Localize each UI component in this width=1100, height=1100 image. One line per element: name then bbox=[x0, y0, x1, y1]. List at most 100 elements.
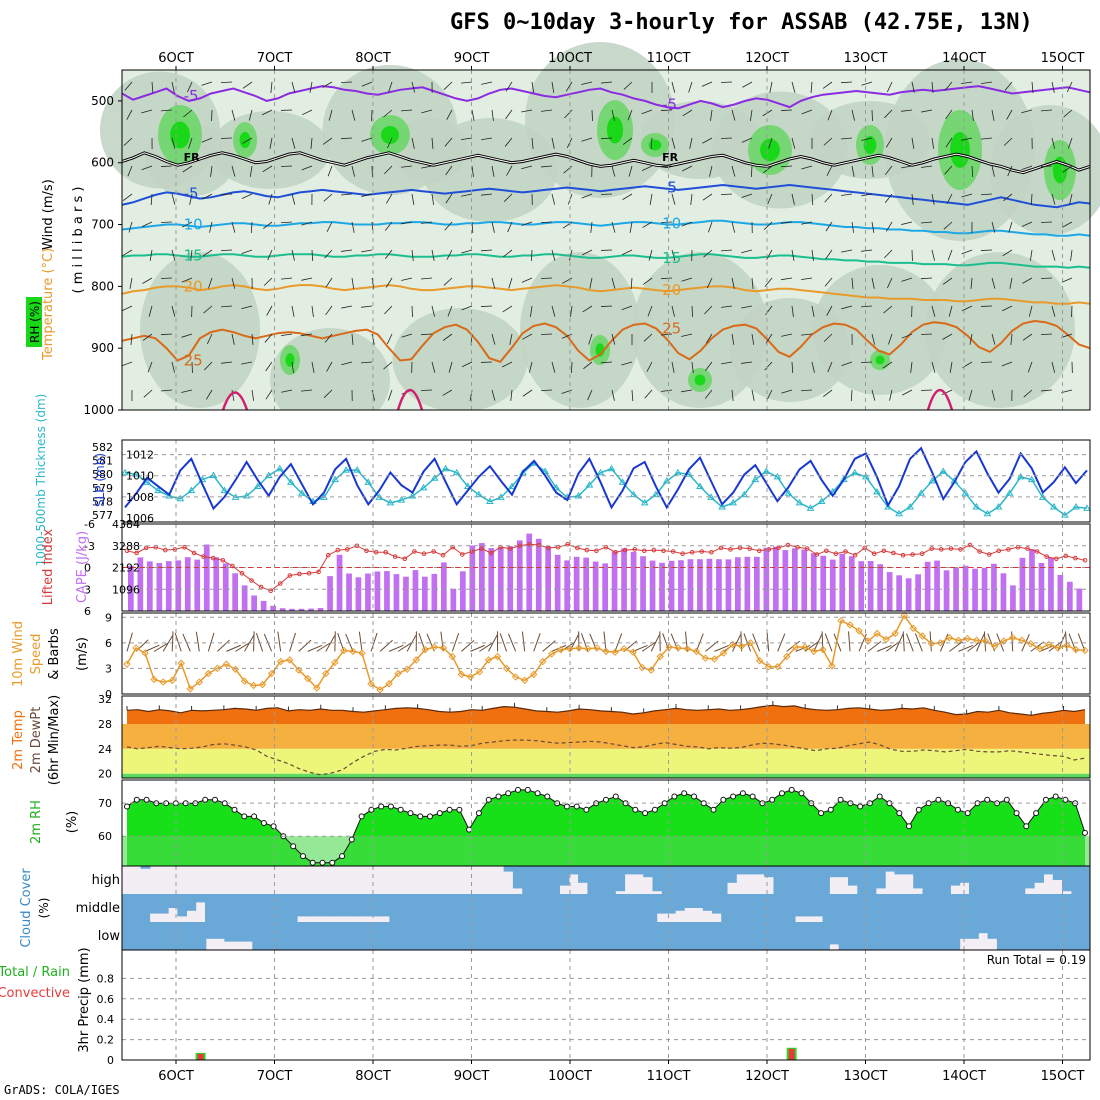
wind-barb bbox=[825, 221, 833, 232]
wind-barb bbox=[411, 137, 415, 149]
cloud-cover-bar bbox=[401, 922, 411, 950]
wind-barb bbox=[161, 109, 173, 112]
surface-wind-barb bbox=[766, 631, 770, 652]
thickness-point bbox=[1049, 502, 1058, 510]
wind-barb bbox=[205, 389, 213, 400]
wind-barb bbox=[121, 361, 133, 367]
thickness-tick-label: 578 bbox=[92, 496, 113, 509]
wind-barb bbox=[448, 361, 453, 373]
cloud-cover-bar bbox=[822, 894, 833, 922]
cloud-cover-bar bbox=[531, 922, 542, 950]
wind-barb bbox=[969, 333, 973, 345]
cloud-cover-bar bbox=[615, 866, 626, 892]
cloud-cover-bar bbox=[792, 866, 802, 894]
cloud-cover-bar bbox=[804, 894, 814, 917]
wind-speed-point bbox=[511, 673, 520, 681]
cape-bar bbox=[203, 544, 210, 611]
rh2m-point bbox=[935, 796, 942, 803]
cape-bar bbox=[241, 585, 248, 611]
cloud-cover-bar bbox=[969, 922, 979, 939]
cloud-cover-bar bbox=[708, 866, 719, 894]
wind-speed-point bbox=[385, 680, 393, 688]
lifted-index-point bbox=[527, 542, 532, 547]
rh2m-point bbox=[495, 793, 502, 800]
wind-barb bbox=[340, 137, 353, 140]
wind-speed-point bbox=[177, 659, 185, 668]
wind-barb bbox=[588, 333, 593, 345]
cloud-cover-bar bbox=[564, 894, 575, 922]
wind-speed-point bbox=[647, 666, 655, 674]
wind-speed-point bbox=[1072, 645, 1080, 654]
wind-barb bbox=[551, 305, 556, 317]
thickness-point bbox=[419, 483, 428, 491]
cape-bar bbox=[497, 547, 504, 611]
cloud-cover-bar bbox=[215, 922, 225, 939]
cloud-cover-bar bbox=[773, 922, 784, 950]
wind-barb bbox=[141, 165, 153, 171]
surface-wind-barb bbox=[521, 631, 526, 652]
rh2m-point bbox=[651, 806, 658, 813]
cloud-cover-bar bbox=[596, 866, 607, 894]
contour-line-5 bbox=[121, 284, 1091, 305]
cloud-cover-bar bbox=[748, 894, 759, 922]
rh2m-point bbox=[427, 813, 433, 820]
cloud-cover-bar bbox=[453, 894, 464, 922]
rh2m-point bbox=[749, 793, 756, 800]
wind-barb bbox=[671, 137, 676, 149]
wind-barb bbox=[411, 305, 413, 318]
lifted-index-point bbox=[536, 542, 542, 548]
rh2m-point bbox=[466, 826, 473, 833]
wind-barb bbox=[201, 137, 213, 143]
wind-speed-point bbox=[1063, 641, 1071, 650]
thickness-point bbox=[154, 486, 163, 494]
wind-barb bbox=[241, 361, 253, 365]
surface-wind-barb bbox=[277, 631, 282, 652]
wind-barb bbox=[991, 277, 996, 289]
wind-barb bbox=[901, 165, 913, 169]
wind-speed-line bbox=[126, 614, 1086, 691]
lifted-index-point bbox=[335, 547, 341, 553]
wind-speed-point bbox=[1054, 644, 1062, 652]
wind-barb bbox=[642, 221, 653, 228]
surface-wind-barb bbox=[174, 632, 182, 652]
wind-barb bbox=[531, 249, 533, 262]
cloud-cover-bar bbox=[435, 894, 446, 922]
rh2m-point bbox=[202, 796, 209, 803]
surface-wind-barb bbox=[461, 640, 475, 652]
cape-bar bbox=[431, 573, 438, 611]
cloud-cover-bar bbox=[343, 894, 353, 917]
wind-barb bbox=[885, 137, 893, 148]
cloud-cover-bar bbox=[665, 894, 676, 914]
surface-wind-barb bbox=[235, 642, 250, 652]
wind-barb bbox=[341, 361, 353, 366]
cloud-units-wrap: (%) bbox=[37, 898, 51, 919]
cape-bar bbox=[289, 608, 295, 611]
contour-line-0 bbox=[121, 85, 1091, 110]
wind-barb bbox=[325, 305, 333, 316]
cloud-cover-bar bbox=[782, 866, 793, 894]
cloud-cover-bar bbox=[568, 866, 579, 875]
dewpoint-line bbox=[126, 739, 1086, 776]
wind-barb bbox=[601, 361, 613, 364]
wind-speed-point bbox=[882, 635, 890, 644]
cloud-cover-bar bbox=[472, 894, 482, 922]
cape-bar bbox=[858, 561, 865, 611]
wind-barb bbox=[551, 81, 555, 93]
bottom-x-tick-label: 13OCT bbox=[844, 1069, 888, 1084]
cloud-cover-bar bbox=[736, 922, 747, 950]
cloud-cover-bar bbox=[289, 922, 300, 950]
wind-speed-point bbox=[412, 656, 420, 664]
lifted-index-point bbox=[575, 545, 580, 551]
wind-barb bbox=[328, 109, 333, 121]
wind-barb bbox=[851, 277, 854, 289]
wind-barb bbox=[401, 221, 413, 225]
lifted-index-point bbox=[1025, 546, 1030, 551]
wind-barb bbox=[323, 389, 333, 398]
cape-bar bbox=[668, 560, 675, 611]
cape-bar bbox=[687, 559, 694, 611]
wind-barb bbox=[149, 249, 153, 261]
rh2m-units-wrap: (%) bbox=[65, 811, 80, 834]
cloud-cover-bar bbox=[407, 894, 418, 922]
rh2m-point bbox=[896, 810, 903, 817]
surface-wind-barb bbox=[867, 640, 882, 652]
